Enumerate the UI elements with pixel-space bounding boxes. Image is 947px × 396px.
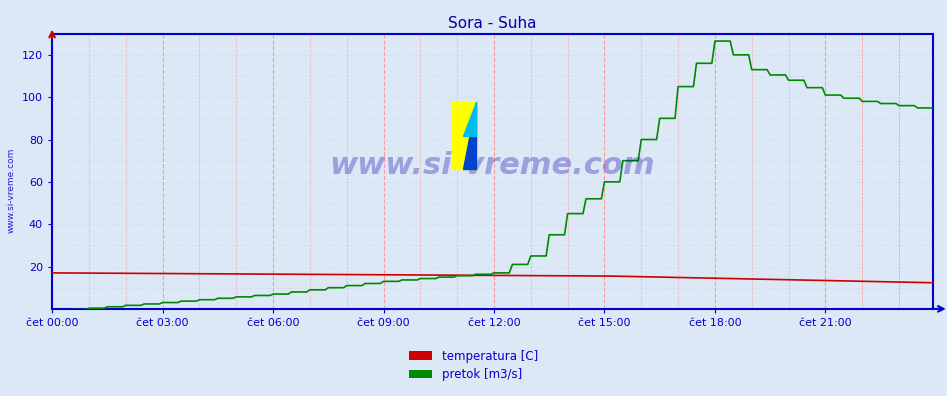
Polygon shape <box>463 103 475 136</box>
Text: www.si-vreme.com: www.si-vreme.com <box>330 151 655 180</box>
Legend: temperatura [C], pretok [m3/s]: temperatura [C], pretok [m3/s] <box>404 345 543 386</box>
Bar <box>453 103 475 169</box>
Text: www.si-vreme.com: www.si-vreme.com <box>7 147 16 233</box>
Polygon shape <box>463 103 475 169</box>
Title: Sora - Suha: Sora - Suha <box>448 16 537 31</box>
